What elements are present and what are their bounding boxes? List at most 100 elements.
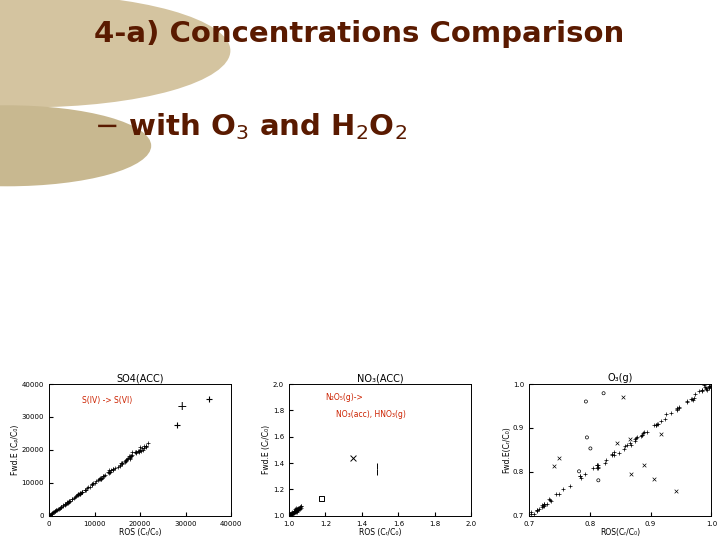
Point bbox=[554, 454, 565, 462]
Point bbox=[538, 501, 549, 509]
Point bbox=[703, 382, 715, 391]
Point bbox=[600, 459, 611, 468]
Point bbox=[86, 480, 98, 488]
Point bbox=[133, 447, 145, 456]
Point bbox=[648, 421, 660, 429]
Point bbox=[292, 505, 303, 514]
Point bbox=[580, 397, 592, 406]
Point bbox=[531, 505, 543, 514]
Point bbox=[600, 456, 612, 464]
Point bbox=[290, 504, 302, 513]
Point bbox=[132, 448, 144, 456]
Point bbox=[294, 504, 306, 513]
Point bbox=[371, 461, 382, 470]
Point bbox=[284, 510, 296, 518]
Point bbox=[103, 466, 114, 475]
Point bbox=[284, 511, 296, 520]
Point bbox=[127, 450, 138, 459]
Point bbox=[703, 382, 715, 391]
Point bbox=[585, 444, 596, 453]
Point bbox=[688, 394, 700, 403]
Point bbox=[114, 462, 125, 470]
Point bbox=[536, 501, 548, 510]
Point bbox=[631, 433, 643, 441]
Point bbox=[288, 507, 300, 516]
Point bbox=[606, 450, 618, 459]
Point bbox=[289, 505, 301, 514]
Point bbox=[135, 443, 146, 451]
Point bbox=[284, 511, 295, 520]
Point bbox=[673, 402, 685, 411]
Point bbox=[617, 393, 629, 401]
Point bbox=[537, 501, 549, 510]
Point bbox=[696, 386, 708, 394]
Point bbox=[636, 431, 647, 440]
Point bbox=[693, 387, 705, 395]
Point bbox=[696, 387, 708, 396]
Point bbox=[292, 506, 303, 515]
Point bbox=[135, 447, 147, 456]
Point bbox=[107, 465, 119, 474]
Point bbox=[57, 502, 68, 510]
Point bbox=[125, 454, 136, 462]
Point bbox=[624, 434, 636, 443]
Point bbox=[76, 488, 87, 496]
Point bbox=[138, 443, 150, 452]
Point bbox=[112, 463, 123, 471]
Point bbox=[93, 475, 104, 484]
Point bbox=[630, 434, 642, 442]
Point bbox=[73, 489, 85, 498]
Point bbox=[126, 447, 138, 456]
Point bbox=[45, 510, 57, 518]
X-axis label: ROS (Cᵣ/C₀): ROS (Cᵣ/C₀) bbox=[359, 528, 402, 537]
Point bbox=[635, 432, 647, 441]
Point bbox=[87, 479, 99, 488]
Point bbox=[140, 442, 152, 451]
Point bbox=[133, 447, 145, 456]
Point bbox=[71, 491, 83, 500]
Point bbox=[72, 490, 84, 498]
Point bbox=[50, 507, 61, 516]
Title: SO4(ACC): SO4(ACC) bbox=[117, 373, 164, 383]
Point bbox=[47, 509, 58, 517]
Point bbox=[284, 511, 295, 519]
Text: +: + bbox=[176, 400, 187, 414]
Point bbox=[46, 510, 58, 518]
Point bbox=[291, 507, 302, 515]
Point bbox=[289, 509, 300, 517]
Text: NO₃(acc), HNO₃(g): NO₃(acc), HNO₃(g) bbox=[336, 410, 406, 420]
Point bbox=[95, 474, 107, 483]
Point bbox=[50, 506, 62, 515]
Point bbox=[285, 511, 297, 519]
Point bbox=[642, 427, 653, 436]
Point bbox=[591, 463, 603, 472]
Point bbox=[295, 501, 307, 510]
Point bbox=[96, 474, 107, 483]
Point bbox=[290, 508, 302, 516]
Point bbox=[685, 394, 697, 403]
Point bbox=[74, 489, 86, 498]
Point bbox=[291, 505, 302, 514]
Point bbox=[55, 503, 67, 511]
Point bbox=[575, 472, 586, 481]
Point bbox=[59, 501, 71, 509]
Point bbox=[69, 492, 81, 501]
Point bbox=[701, 385, 713, 394]
Point bbox=[592, 461, 603, 469]
Point bbox=[124, 452, 135, 461]
Text: S(IV) -> S(VI): S(IV) -> S(VI) bbox=[82, 396, 132, 405]
Point bbox=[74, 489, 86, 498]
Point bbox=[371, 468, 382, 477]
Point bbox=[655, 430, 667, 438]
Point bbox=[289, 508, 301, 516]
Point bbox=[81, 483, 92, 492]
Point bbox=[606, 449, 618, 458]
Point bbox=[688, 396, 699, 404]
Point bbox=[652, 420, 664, 428]
Point bbox=[63, 497, 75, 505]
Point bbox=[291, 505, 302, 514]
Point bbox=[293, 503, 305, 512]
Point bbox=[79, 485, 91, 494]
Point bbox=[288, 507, 300, 515]
Point bbox=[86, 481, 98, 490]
